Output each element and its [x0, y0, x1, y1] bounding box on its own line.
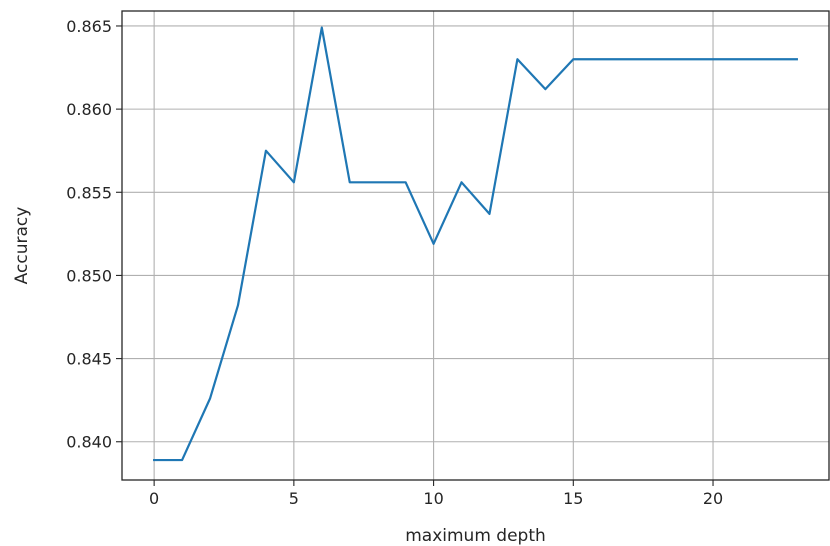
y-axis-ticks: 0.840 0.845 0.850 0.855 0.860 0.865 — [66, 17, 122, 452]
x-tick-label: 10 — [423, 489, 443, 508]
plot-frame — [121, 10, 830, 481]
y-tick-label: 0.845 — [66, 350, 112, 369]
y-tick-label: 0.850 — [66, 266, 112, 285]
x-axis-label: maximum depth — [405, 526, 546, 546]
accuracy-series-line — [153, 26, 798, 462]
x-tick-label: 5 — [289, 489, 299, 508]
y-axis-label: Accuracy — [12, 207, 32, 285]
y-tick-label: 0.860 — [66, 100, 112, 119]
x-axis-ticks: 0 5 10 15 20 — [149, 480, 723, 508]
x-tick-label: 0 — [149, 489, 159, 508]
y-tick-label: 0.840 — [66, 433, 112, 452]
x-tick-label: 20 — [703, 489, 723, 508]
y-tick-label: 0.865 — [66, 17, 112, 36]
y-tick-label: 0.855 — [66, 183, 112, 202]
x-tick-label: 15 — [563, 489, 583, 508]
series-layer — [153, 26, 798, 462]
grid — [122, 11, 829, 480]
